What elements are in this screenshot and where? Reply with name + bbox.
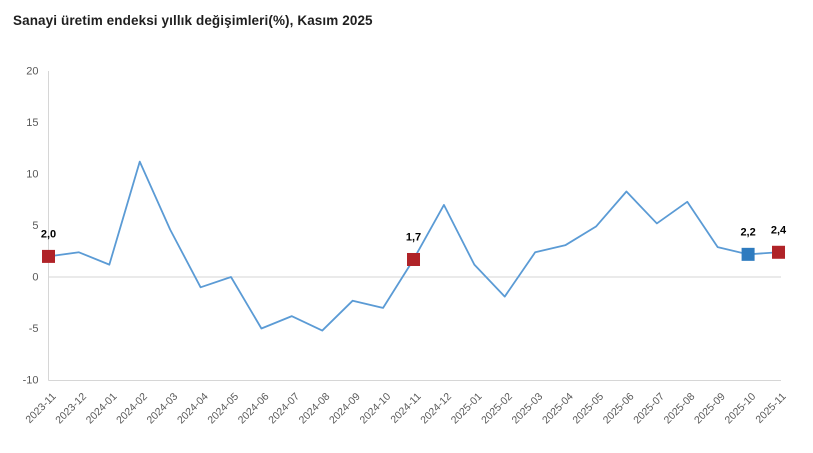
x-tick-label: 2024-04 xyxy=(175,391,211,427)
highlight-marker xyxy=(407,252,421,266)
y-tick-label: 10 xyxy=(26,169,38,181)
x-tick-label: 2024-07 xyxy=(266,391,302,427)
x-tick-label: 2024-05 xyxy=(205,391,241,427)
x-tick-label: 2025-11 xyxy=(753,391,788,426)
data-label: 1,7 xyxy=(406,231,421,243)
x-tick-label: 2025-03 xyxy=(510,391,546,427)
data-label: 2,0 xyxy=(41,228,56,240)
x-tick-label: 2025-10 xyxy=(722,391,758,427)
x-tick-label: 2024-09 xyxy=(327,391,363,427)
x-tick-label: 2025-07 xyxy=(631,391,667,427)
x-tick-label: 2024-08 xyxy=(297,391,333,427)
highlight-marker xyxy=(42,249,55,263)
x-tick-label: 2025-09 xyxy=(692,391,728,427)
data-label: 2,2 xyxy=(740,226,755,238)
highlight-marker xyxy=(741,247,755,261)
trend-line xyxy=(47,160,780,332)
x-tick-label: 2024-02 xyxy=(114,391,150,427)
x-tick-label: 2023-11 xyxy=(23,391,58,426)
y-tick-label: -10 xyxy=(23,375,39,387)
x-tick-label: 2025-04 xyxy=(540,391,576,427)
x-tick-label: 2024-06 xyxy=(236,391,272,427)
y-tick-label: 5 xyxy=(32,220,38,232)
y-tick-label: 0 xyxy=(32,272,38,284)
x-tick-label: 2024-03 xyxy=(145,391,181,427)
highlight-marker xyxy=(772,245,786,259)
y-tick-label: 20 xyxy=(26,66,38,78)
y-tick-label: 15 xyxy=(26,117,38,129)
x-tick-label: 2025-05 xyxy=(570,391,606,427)
x-tick-label: 2023-12 xyxy=(53,391,89,427)
x-tick-label: 2025-01 xyxy=(449,391,485,427)
x-tick-label: 2024-11 xyxy=(388,391,423,426)
x-tick-label: 2025-08 xyxy=(662,391,698,427)
x-tick-label: 2024-12 xyxy=(418,391,454,427)
x-tick-label: 2024-10 xyxy=(357,391,393,427)
chart-title: Sanayi üretim endeksi yıllık değişimleri… xyxy=(13,13,373,28)
x-tick-label: 2025-06 xyxy=(601,391,637,427)
data-label: 2,4 xyxy=(771,224,787,236)
y-tick-label: -5 xyxy=(29,323,39,335)
x-tick-label: 2025-02 xyxy=(479,391,515,427)
x-tick-label: 2024-01 xyxy=(84,391,120,427)
